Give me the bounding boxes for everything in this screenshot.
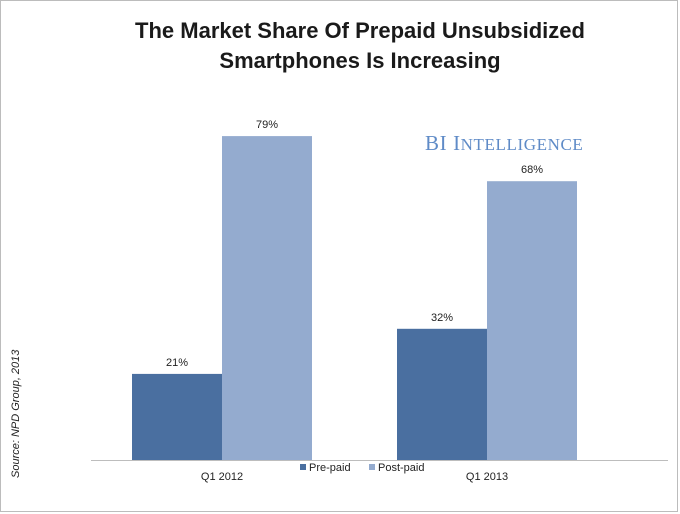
legend-swatch-pre-paid bbox=[300, 464, 306, 470]
bar-label-pre-paid-0: 21% bbox=[166, 357, 188, 369]
brand-logo: BI INTELLIGENCE bbox=[425, 131, 583, 156]
legend-label-post-paid: Post-paid bbox=[378, 462, 424, 474]
x-tick-label-1: Q1 2013 bbox=[466, 471, 508, 483]
chart-title: The Market Share Of Prepaid Unsubsidized… bbox=[40, 16, 680, 76]
brand-first: BI bbox=[425, 131, 448, 155]
brand-second-initial: I bbox=[453, 131, 461, 155]
bar-post-paid-0 bbox=[222, 136, 312, 460]
bar-label-post-paid-1: 68% bbox=[521, 164, 543, 176]
x-tick-label-0: Q1 2012 bbox=[201, 471, 243, 483]
title-line-2: Smartphones Is Increasing bbox=[219, 48, 501, 73]
bar-label-pre-paid-1: 32% bbox=[431, 312, 453, 324]
brand-second-rest: NTELLIGENCE bbox=[460, 135, 584, 154]
bar-pre-paid-1 bbox=[397, 328, 487, 460]
bar-pre-paid-0 bbox=[132, 373, 222, 460]
legend-label-pre-paid: Pre-paid bbox=[309, 462, 351, 474]
title-line-1: The Market Share Of Prepaid Unsubsidized bbox=[135, 18, 585, 43]
legend-swatch-post-paid bbox=[369, 464, 375, 470]
bar-post-paid-1 bbox=[487, 181, 577, 460]
bar-label-post-paid-0: 79% bbox=[256, 119, 278, 131]
